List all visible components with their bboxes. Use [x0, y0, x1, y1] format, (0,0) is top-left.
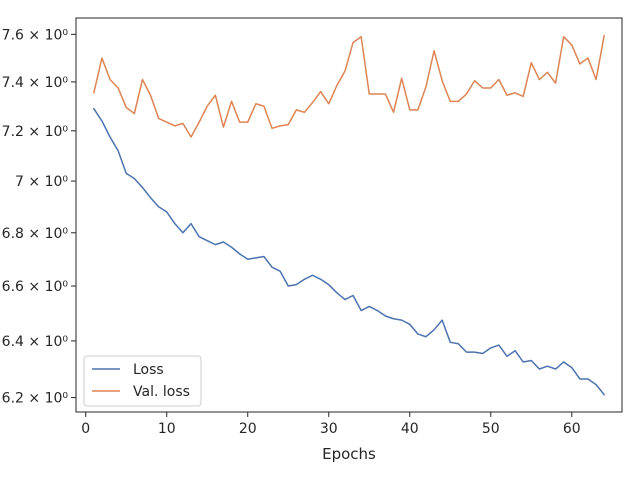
x-tick-label: 60: [563, 421, 581, 437]
y-axis-ticks: 6.2 × 10⁰ 6.4 × 10⁰ 6.6 × 10⁰ 6.8 × 10⁰ 7 × …: [2, 27, 76, 407]
series-line-0: [93, 107, 605, 396]
plot-area: [76, 18, 622, 412]
x-tick-label: 50: [482, 421, 500, 437]
legend-label-0: Loss: [133, 362, 164, 378]
legend-label-1: Val. loss: [133, 384, 190, 400]
y-tick-label: 6.8 × 10⁰: [2, 226, 69, 242]
x-axis-ticks: 0 10 20 30 40 50 60: [81, 412, 581, 437]
x-tick-label: 40: [401, 421, 419, 437]
x-tick-label: 30: [320, 421, 338, 437]
x-tick-label: 10: [158, 421, 176, 437]
y-tick-label: 6.2 × 10⁰: [2, 391, 69, 407]
y-tick-label: 7 × 10⁰: [15, 174, 68, 190]
x-axis-label: Epochs: [322, 445, 376, 463]
legend: Loss Val. loss: [83, 355, 202, 407]
x-tick-label: 0: [81, 421, 90, 437]
y-tick-label: 6.6 × 10⁰: [2, 279, 69, 295]
y-tick-label: 7.6 × 10⁰: [2, 27, 69, 43]
y-tick-label: 7.2 × 10⁰: [2, 124, 69, 140]
y-tick-label: 6.4 × 10⁰: [2, 334, 69, 350]
series-layer: [93, 34, 605, 396]
x-tick-label: 20: [239, 421, 257, 437]
y-tick-label: 7.4 × 10⁰: [2, 75, 69, 91]
series-line-1: [93, 34, 605, 138]
plot-frame: [75, 17, 623, 413]
